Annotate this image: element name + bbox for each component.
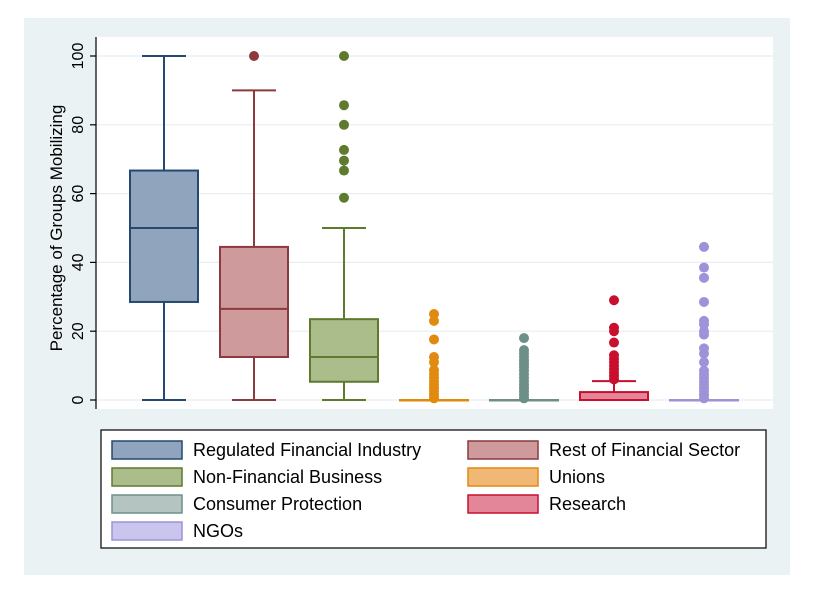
outlier-point — [429, 365, 439, 376]
legend-item: Research — [467, 494, 626, 514]
legend-label: Rest of Financial Sector — [549, 440, 740, 460]
outlier-point — [429, 352, 439, 362]
outlier-point — [339, 119, 349, 130]
legend-label: NGOs — [193, 521, 243, 541]
legend-item: Rest of Financial Sector — [467, 440, 740, 460]
box-iqr — [129, 169, 199, 303]
outlier-point — [699, 296, 709, 307]
gridlines — [96, 55, 773, 401]
outlier-point — [339, 100, 349, 111]
outlier-point — [519, 333, 529, 344]
legend-label: Consumer Protection — [193, 494, 362, 514]
outlier-point — [429, 315, 439, 326]
legend-swatch — [467, 440, 539, 460]
outlier-point — [699, 315, 709, 326]
y-tick-label: 60 — [70, 185, 87, 203]
outlier-point — [699, 326, 709, 337]
outlier-point — [609, 337, 619, 348]
legend-swatch — [111, 521, 183, 541]
y-tick-label: 40 — [70, 253, 87, 271]
outlier-point — [339, 165, 349, 176]
box-series — [129, 51, 739, 404]
outlier-point — [339, 144, 349, 155]
legend-label: Non-Financial Business — [193, 467, 382, 487]
box-unions — [399, 309, 469, 404]
box-research — [579, 295, 649, 402]
legend-item: Regulated Financial Industry — [111, 440, 421, 460]
legend-label: Regulated Financial Industry — [193, 440, 421, 460]
box-iqr — [579, 391, 649, 402]
legend-item: Unions — [467, 467, 605, 487]
legend-item: NGOs — [111, 521, 243, 541]
outlier-point — [339, 51, 349, 61]
outlier-point — [699, 262, 709, 273]
legend-item: Consumer Protection — [111, 494, 362, 514]
outlier-point — [249, 51, 259, 61]
legend-swatch — [467, 494, 539, 514]
outlier-point — [429, 334, 439, 345]
outlier-point — [699, 365, 709, 376]
box-iqr — [219, 245, 289, 358]
legend-swatch — [111, 467, 183, 487]
y-axis: 0 20 40 60 80 100 — [70, 37, 97, 409]
box-ngos — [669, 241, 739, 404]
legend-label: Unions — [549, 467, 605, 487]
y-tick-label: 20 — [70, 322, 87, 340]
box-consumer-protection — [489, 333, 559, 404]
box-non-financial-business — [309, 51, 379, 401]
box-iqr — [309, 318, 379, 383]
box-rest-of-financial-sector — [219, 51, 289, 401]
outlier-point — [609, 350, 619, 361]
outlier-point — [519, 345, 529, 356]
box-regulated-financial-industry — [129, 55, 199, 401]
legend-label: Research — [549, 494, 626, 514]
y-axis-label: Percentage of Groups Mobilizing — [47, 105, 66, 352]
outlier-point — [339, 155, 349, 166]
legend-swatch — [111, 440, 183, 460]
outlier-point — [429, 309, 439, 319]
legend-item: Non-Financial Business — [111, 467, 382, 487]
outlier-point — [609, 322, 619, 333]
outlier-point — [609, 295, 619, 306]
y-tick-label: 80 — [70, 116, 87, 134]
y-tick-label: 0 — [70, 395, 87, 404]
legend-items: Regulated Financial Industry Rest of Fina… — [111, 440, 740, 541]
outlier-point — [699, 272, 709, 283]
outlier-point — [339, 192, 349, 203]
legend — [100, 429, 767, 549]
legend-swatch — [467, 467, 539, 487]
outlier-point — [699, 241, 709, 252]
outlier-point — [699, 343, 709, 354]
legend-swatch — [111, 494, 183, 514]
plot-area — [96, 37, 773, 409]
outlier-point — [699, 357, 709, 368]
y-tick-label: 100 — [70, 43, 87, 70]
